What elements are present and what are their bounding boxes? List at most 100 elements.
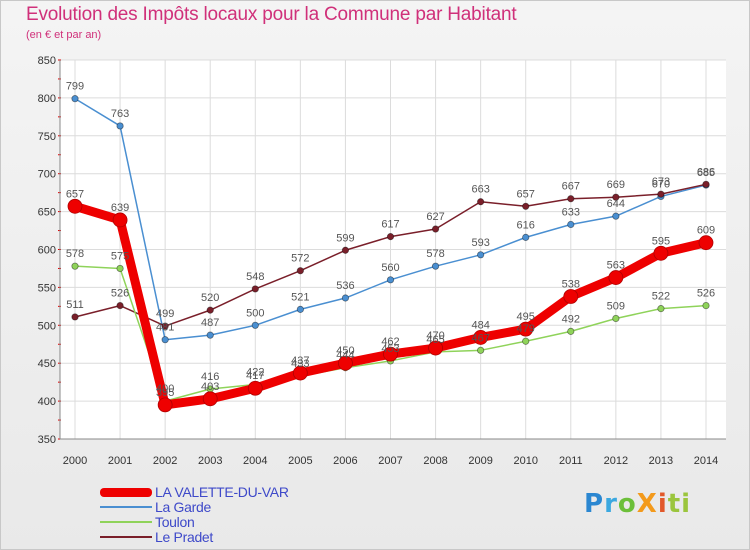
x-tick-label: 2007 <box>378 455 402 467</box>
data-point <box>518 321 534 337</box>
data-label: 669 <box>607 179 625 191</box>
chart-legend: LA VALETTE-DU-VAR La Garde Toulon Le Pradet <box>100 484 360 545</box>
data-label: 479 <box>517 323 535 335</box>
data-point <box>431 225 440 233</box>
data-label: 673 <box>652 176 670 188</box>
data-point <box>612 314 620 323</box>
data-point <box>116 301 124 310</box>
data-label: 763 <box>111 108 129 120</box>
data-point <box>161 322 169 330</box>
y-tick-label: 500 <box>38 320 56 332</box>
x-tick-label: 2009 <box>468 455 492 467</box>
data-point <box>338 355 353 371</box>
legend-label: LA VALETTE-DU-VAR <box>155 484 289 500</box>
data-label: 593 <box>471 237 489 249</box>
data-point <box>251 321 259 329</box>
data-label: 481 <box>156 322 174 334</box>
data-point <box>341 246 350 254</box>
data-label: 595 <box>652 235 670 247</box>
x-tick-label: 2013 <box>649 455 673 467</box>
data-label: 686 <box>697 166 715 178</box>
data-point <box>473 330 489 345</box>
x-tick-label: 2011 <box>559 455 583 467</box>
data-label: 526 <box>697 288 715 300</box>
legend-item: Le Pradet <box>100 529 360 545</box>
data-point <box>67 198 83 214</box>
data-point <box>296 305 304 313</box>
data-point <box>612 212 620 220</box>
y-tick-label: 400 <box>38 396 56 408</box>
data-point <box>522 337 530 345</box>
data-label: 453 <box>381 343 399 355</box>
data-label: 487 <box>201 317 219 329</box>
data-point <box>608 270 624 285</box>
y-tick-label: 350 <box>38 434 56 446</box>
data-label: 499 <box>156 308 174 320</box>
legend-swatch <box>100 487 152 497</box>
y-tick-label: 850 <box>38 55 56 67</box>
data-label: 520 <box>201 292 219 304</box>
legend-item: Toulon <box>100 514 360 530</box>
data-point <box>206 331 214 339</box>
legend-swatch <box>100 506 152 508</box>
data-label: 484 <box>471 319 489 331</box>
data-point <box>386 276 395 284</box>
data-label: 548 <box>246 271 264 283</box>
data-point <box>112 212 128 228</box>
data-point <box>296 267 304 275</box>
data-point <box>653 245 669 261</box>
x-tick-label: 2012 <box>604 455 628 467</box>
data-point <box>477 251 485 259</box>
data-label: 663 <box>471 184 489 196</box>
data-point <box>71 95 79 103</box>
data-point <box>71 313 79 321</box>
chart-subtitle: (en € et par an) <box>26 29 102 41</box>
data-label: 416 <box>201 371 219 383</box>
data-point <box>116 264 124 273</box>
data-point <box>247 380 263 396</box>
data-label: 633 <box>562 206 580 218</box>
y-tick-label: 700 <box>38 169 56 181</box>
data-point <box>206 306 214 314</box>
data-label: 521 <box>291 291 309 303</box>
data-label: 444 <box>336 350 354 362</box>
data-label: 609 <box>697 225 715 237</box>
data-label: 639 <box>111 202 129 214</box>
data-point <box>698 235 714 251</box>
legend-swatch <box>100 536 152 538</box>
data-point <box>386 233 395 241</box>
x-tick-label: 2004 <box>243 455 267 467</box>
legend-label: Le Pradet <box>155 529 214 545</box>
data-label: 433 <box>291 358 309 370</box>
y-tick-label: 650 <box>38 207 56 219</box>
data-label: 395 <box>156 387 174 399</box>
data-label: 422 <box>246 366 264 378</box>
data-point <box>161 336 169 344</box>
data-label: 462 <box>381 336 399 348</box>
x-tick-label: 2003 <box>198 455 222 467</box>
data-point <box>477 198 485 206</box>
data-label: 617 <box>381 219 399 231</box>
x-tick-label: 2008 <box>423 455 447 467</box>
data-label: 560 <box>381 262 399 274</box>
y-tick-label: 800 <box>38 93 56 105</box>
data-label: 667 <box>562 181 580 193</box>
data-label: 685 <box>697 167 715 179</box>
data-point <box>563 289 579 304</box>
y-tick-label: 750 <box>38 131 56 143</box>
data-label: 575 <box>111 250 129 262</box>
data-point <box>657 305 665 313</box>
data-point <box>567 220 575 229</box>
x-tick-label: 2005 <box>288 455 312 467</box>
data-point <box>202 391 218 407</box>
data-point <box>116 122 124 130</box>
data-label: 616 <box>517 219 535 231</box>
data-point <box>567 195 575 203</box>
data-point <box>383 346 398 362</box>
proxiti-logo: ProXiti <box>584 489 692 519</box>
data-point <box>71 262 79 270</box>
x-tick-label: 2010 <box>513 455 537 467</box>
data-label: 470 <box>426 330 444 342</box>
data-point <box>431 262 440 270</box>
